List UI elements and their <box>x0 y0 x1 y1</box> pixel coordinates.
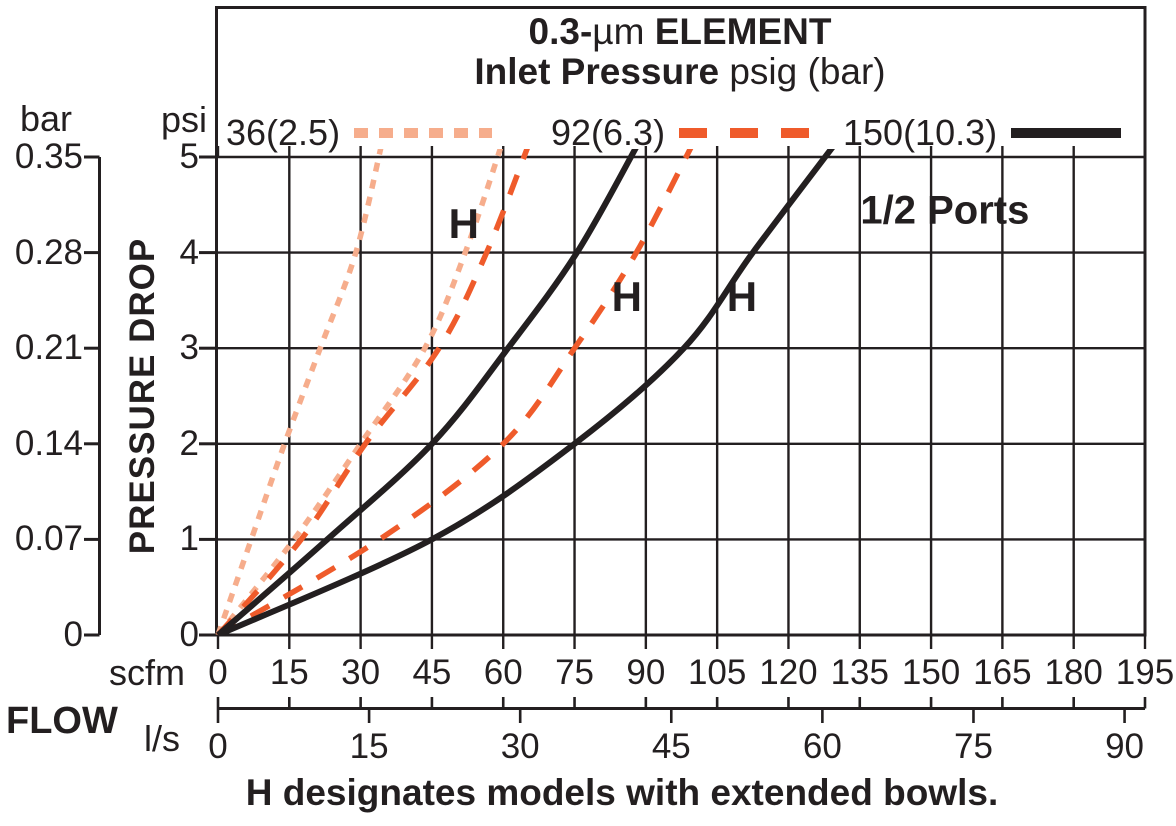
ls-tick-label: 90 <box>1105 727 1145 766</box>
curve-H-9263 <box>216 149 694 636</box>
scfm-tick-label: 30 <box>341 653 381 692</box>
y-axis-label: PRESSURE DROP <box>123 237 162 555</box>
ls-tick-label: 75 <box>954 727 993 766</box>
scfm-tick-label: 195 <box>1115 653 1175 692</box>
scfm-tick-label: 135 <box>830 653 889 692</box>
h-annotation: H <box>611 272 642 320</box>
scfm-tick-label: 90 <box>626 653 666 692</box>
scfm-tick-label: 75 <box>555 653 594 692</box>
scfm-tick-label: 45 <box>412 653 452 692</box>
title-prefix: 0.3- <box>528 11 593 52</box>
legend-item-3625: 36(2.5) <box>226 112 493 154</box>
scfm-tick-label: 60 <box>483 653 523 692</box>
curve-H-150103 <box>216 149 835 636</box>
h-annotation: H <box>726 272 758 320</box>
legend-label: 150(10.3) <box>843 112 998 153</box>
psi-tick-label: 4 <box>179 232 199 272</box>
ls-tick-label: 60 <box>802 727 842 766</box>
chart-title: 0.3-µm ELEMENT Inlet Pressure psig (bar) <box>215 12 1145 92</box>
y-outer-unit: bar <box>19 98 73 139</box>
scfm-tick-label: 0 <box>208 653 228 692</box>
chart-title-line2: Inlet Pressure psig (bar) <box>215 52 1145 92</box>
ls-tick-label: 0 <box>208 727 228 766</box>
chart-caption: H designates models with extended bowls. <box>245 772 999 813</box>
curve-standard-3625 <box>215 149 384 636</box>
psi-tick-label: 5 <box>179 137 199 176</box>
legend-sample-dashed <box>679 128 812 138</box>
legend-item-150103: 150(10.3) <box>843 112 1122 154</box>
scfm-tick-label: 15 <box>269 653 309 692</box>
legend-item-9263: 92(6.3) <box>551 112 812 154</box>
title-suffix: ELEMENT <box>644 11 832 52</box>
bar-tick-label: 0.14 <box>14 423 83 463</box>
legend-sample-dotted <box>354 128 493 138</box>
ls-tick-label: 45 <box>651 727 691 766</box>
x-axis-label: FLOW <box>6 700 118 742</box>
psi-tick-label: 1 <box>179 519 199 559</box>
psi-tick-label: 0 <box>179 615 199 654</box>
scfm-tick-label: 105 <box>687 653 747 692</box>
legend-label: 92(6.3) <box>551 112 666 153</box>
bar-tick-label: 0.07 <box>14 519 83 559</box>
title-line2-rest: psig (bar) <box>719 51 886 92</box>
bar-tick-label: 0.28 <box>14 232 83 272</box>
bar-tick-label: 0 <box>63 615 83 654</box>
curve-standard-9263 <box>215 149 530 636</box>
bar-tick-label: 0.35 <box>14 137 83 176</box>
chart-title-line1: 0.3-µm ELEMENT <box>215 12 1145 52</box>
scfm-tick-label: 120 <box>759 653 818 692</box>
x-top-unit: scfm <box>109 652 185 693</box>
title-unit: µm <box>592 11 645 52</box>
psi-tick-label: 3 <box>179 328 199 368</box>
psi-tick-label: 2 <box>179 423 199 463</box>
plot-border <box>215 6 1147 637</box>
curve-standard-150103 <box>216 149 639 636</box>
scfm-tick-label: 165 <box>973 653 1032 692</box>
ls-tick-label: 30 <box>500 727 540 766</box>
x-bottom-unit: l/s <box>144 718 180 759</box>
h-annotation: H <box>448 199 479 247</box>
ports-annotation: 1/2 Ports <box>860 188 1030 233</box>
bar-tick-label: 0.21 <box>14 328 83 368</box>
legend-label: 36(2.5) <box>226 112 341 153</box>
scfm-tick-label: 180 <box>1044 653 1103 692</box>
y-inner-unit: psi <box>160 99 208 140</box>
scfm-tick-label: 150 <box>901 653 961 692</box>
title-line2-bold: Inlet Pressure <box>474 51 720 92</box>
legend-sample-solid <box>1011 128 1122 138</box>
ls-tick-label: 15 <box>349 727 389 766</box>
